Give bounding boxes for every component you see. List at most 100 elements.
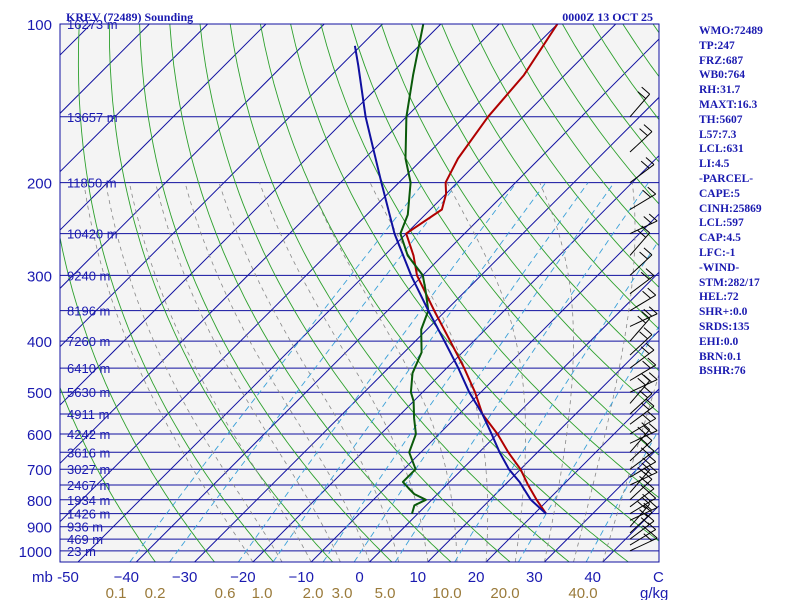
valid-time: 0000Z 13 OCT 25	[562, 10, 653, 24]
pressure-tick-label: 900	[27, 520, 52, 537]
wind-barb	[629, 372, 658, 393]
dry-adiabat-line	[320, 24, 659, 499]
mixing-ratio-line	[129, 182, 425, 562]
chart-title: KREV (72489) Sounding	[66, 10, 193, 24]
moist-adiabat-line	[155, 182, 341, 562]
wind-barb	[629, 357, 657, 381]
height-label: 5630 m	[67, 385, 110, 400]
moist-adiabat-line	[602, 372, 659, 562]
pressure-tick-label: 700	[27, 462, 52, 479]
mixing-ratio-tick-label: 40.0	[568, 585, 597, 600]
wind-barb	[629, 287, 657, 312]
wind-barb	[629, 513, 655, 540]
dry-adiabat-line	[139, 24, 393, 562]
mixing-ratio-line	[394, 182, 649, 562]
isotherm-line	[544, 446, 659, 562]
stat-line: EHI:0.0	[699, 335, 739, 348]
moist-adiabat-line	[184, 182, 370, 562]
isotherm-line	[60, 24, 558, 523]
height-label: 1934 m	[67, 493, 110, 508]
isotherm-line	[60, 24, 383, 348]
stat-line: -WIND-	[699, 261, 740, 274]
wind-barb	[629, 464, 658, 486]
temperature-tick-label: 10	[409, 569, 426, 586]
height-label: 10420 m	[67, 227, 118, 242]
pressure-tick-label: 200	[27, 176, 52, 193]
height-label: 13657 m	[67, 110, 118, 125]
stat-line: CINH:25869	[699, 202, 762, 215]
mixing-ratio-line	[272, 182, 547, 562]
moist-adiabat-line	[218, 182, 399, 562]
isotherm-line	[427, 329, 659, 562]
moist-adiabat-line	[369, 182, 489, 562]
stat-line: TH:5607	[699, 113, 743, 126]
stat-line: MAXT:16.3	[699, 98, 758, 111]
wind-barb	[629, 462, 651, 493]
height-label: 6410 m	[67, 361, 110, 376]
dry-adiabat-line	[471, 24, 659, 288]
stat-line: RH:31.7	[699, 84, 741, 97]
pressure-tick-label: 300	[27, 268, 52, 285]
parcel-trace	[353, 45, 547, 515]
height-label: 469 m	[67, 532, 103, 547]
pressure-tick-label: 1000	[19, 544, 52, 561]
dewpoint-trace	[399, 24, 430, 514]
wind-barb	[629, 522, 657, 546]
mixing-ratio-tick-label: 0.2	[145, 585, 166, 600]
stat-line: FRZ:687	[699, 54, 744, 67]
height-label: 11850 m	[67, 176, 117, 191]
dry-adiabat-line	[169, 24, 452, 562]
wind-barb	[629, 423, 658, 444]
plot-border	[59, 23, 660, 563]
dry-adiabat-line	[501, 24, 659, 247]
stat-line: WMO:72489	[699, 25, 763, 37]
stat-line: LI:4.5	[699, 158, 730, 171]
height-label: 7260 m	[67, 334, 110, 349]
stat-line: SHR+:0.0	[699, 306, 748, 319]
moist-adiabat-line	[573, 182, 636, 562]
stat-line: BRN:0.1	[699, 350, 742, 363]
dry-adiabat-line	[410, 24, 659, 372]
stat-line: STM:282/17	[699, 276, 760, 289]
isotherm-line	[60, 24, 442, 406]
mixing-ratio-line	[585, 428, 659, 562]
isotherm-line	[194, 96, 659, 562]
dry-adiabat-line	[60, 235, 215, 562]
mixing-ratio-line	[454, 239, 659, 562]
moist-adiabat-line	[308, 182, 458, 562]
wind-barb	[629, 268, 655, 295]
mixing-ratio-tick-label: 0.1	[106, 585, 127, 600]
height-label: 4242 m	[67, 427, 110, 442]
stat-line: BSHR:76	[699, 365, 746, 378]
height-label: 936 m	[67, 520, 103, 535]
dry-adiabat-line	[199, 24, 511, 562]
temperature-tick-label: 20	[468, 569, 485, 586]
dry-adiabat-line	[380, 24, 659, 414]
isotherm-line	[485, 388, 659, 562]
dry-adiabat-line	[60, 386, 156, 562]
pressure-unit-label: mb	[32, 569, 53, 586]
moist-adiabat-line	[539, 182, 574, 562]
stat-line: L57:7.3	[699, 128, 737, 141]
temperature-tick-label: −30	[172, 569, 197, 586]
stat-line: SRDS:135	[699, 320, 750, 333]
mixing-ratio-tick-label: 3.0	[332, 585, 353, 600]
mixing-ratio-tick-label: 10.0	[432, 585, 461, 600]
mixing-ratio-tick-label: 0.6	[215, 585, 236, 600]
stat-line: TP:247	[699, 39, 735, 52]
height-label: 4911 m	[67, 407, 109, 422]
isotherm-line	[60, 24, 267, 231]
mixing-ratio-line	[238, 182, 517, 562]
wind-barb	[629, 213, 658, 235]
temperature-tick-label: −40	[114, 569, 139, 586]
temperature-unit-label: C	[653, 569, 664, 586]
stat-line: LFC:-1	[699, 246, 736, 259]
wind-barb	[629, 505, 653, 534]
stats-panel: WMO:72489 TP:247 FRZ:687 WB0:764 RH:31.7 MAXT…	[699, 24, 799, 379]
height-label: 1426 m	[67, 507, 110, 522]
mixing-ratio-line	[353, 182, 615, 562]
wind-barb	[629, 398, 655, 425]
temperature-trace	[405, 24, 559, 515]
wind-barb	[629, 86, 651, 118]
